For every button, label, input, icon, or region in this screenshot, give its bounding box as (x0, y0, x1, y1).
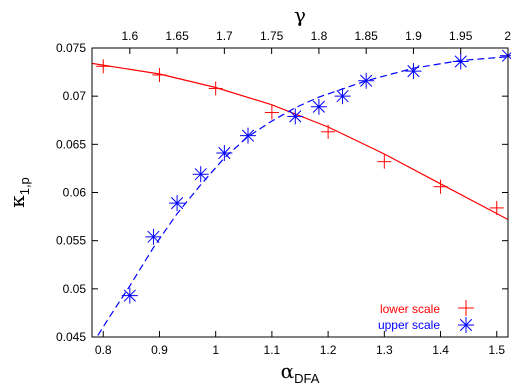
y-tick-label: 0.05 (63, 282, 87, 296)
data-point-lower-scale (96, 59, 111, 74)
y-axis-title-subscript: 1,p (17, 177, 32, 195)
data-point-upper-scale (452, 53, 469, 70)
marker-layer (96, 47, 511, 304)
x-tick-label: 0.8 (95, 343, 112, 357)
top-tick-label: 2 (504, 29, 511, 43)
y-axis-title-main: κ (5, 195, 29, 208)
y-tick-label: 0.06 (63, 186, 87, 200)
top-tick-label: 1.8 (311, 29, 328, 43)
top-tick-label: 1.7 (216, 29, 233, 43)
top-tick-label: 1.9 (405, 29, 422, 43)
top-tick-label: 1.85 (355, 29, 379, 43)
y-tick-label: 0.055 (56, 234, 86, 248)
x-axis-title-main: α (281, 359, 295, 383)
data-point-lower-scale (264, 105, 279, 120)
data-point-lower-scale (489, 200, 504, 215)
data-point-lower-scale (433, 179, 448, 194)
data-point-upper-scale (334, 88, 351, 105)
data-point-upper-scale (310, 98, 327, 115)
top-axis-title: γ (294, 3, 306, 27)
x-axis-title: αDFA (281, 359, 320, 386)
data-point-upper-scale (169, 195, 186, 212)
x-tick-label: 1.4 (432, 343, 449, 357)
top-tick-label: 1.65 (165, 29, 189, 43)
y-tick-label: 0.045 (56, 330, 86, 344)
legend-label-upper-scale: upper scale (378, 318, 440, 332)
legend-plus-icon (458, 300, 474, 316)
x-tick-label: 1.5 (488, 343, 505, 357)
data-point-lower-scale (152, 67, 167, 82)
y-tick-label: 0.075 (56, 41, 86, 55)
top-tick-label: 1.75 (260, 29, 284, 43)
legend-label-lower-scale: lower scale (380, 302, 440, 316)
x-tick-label: 1.1 (264, 343, 281, 357)
legend-asterisk-icon (458, 317, 474, 333)
data-point-upper-scale (240, 127, 256, 144)
x-axis-title-subscript: DFA (294, 371, 320, 386)
data-point-upper-scale (405, 63, 422, 80)
label-layer: 0.8 0.9 1 1.1 1.2 1.3 1.4 1.5 1.6 1.65 1.7 1.75 1.8 1… (56, 29, 511, 357)
legend: lower scale upper scale (378, 300, 474, 333)
legend-marker-lower-scale (458, 300, 474, 316)
x-tick-label: 0.9 (151, 343, 168, 357)
data-point-upper-scale (216, 145, 233, 162)
data-point-upper-scale (192, 166, 209, 183)
data-point-upper-scale (121, 287, 138, 304)
x-tick-label: 1.3 (376, 343, 393, 357)
data-point-lower-scale (377, 154, 392, 169)
top-tick-label: 1.95 (449, 29, 473, 43)
plot-frame (91, 47, 509, 338)
top-tick-label: 1.6 (121, 29, 138, 43)
x-tick-label: 1 (212, 343, 219, 357)
legend-marker-upper-scale (458, 317, 474, 333)
y-tick-label: 0.07 (63, 89, 87, 103)
data-point-lower-scale (321, 124, 336, 139)
data-point-upper-scale (287, 108, 304, 125)
data-point-upper-scale (145, 228, 162, 245)
y-tick-label: 0.065 (56, 137, 86, 151)
y-axis-title: κ1,p (5, 177, 32, 208)
data-point-upper-scale (358, 72, 375, 89)
x-tick-label: 1.2 (320, 343, 337, 357)
data-point-lower-scale (208, 81, 223, 96)
